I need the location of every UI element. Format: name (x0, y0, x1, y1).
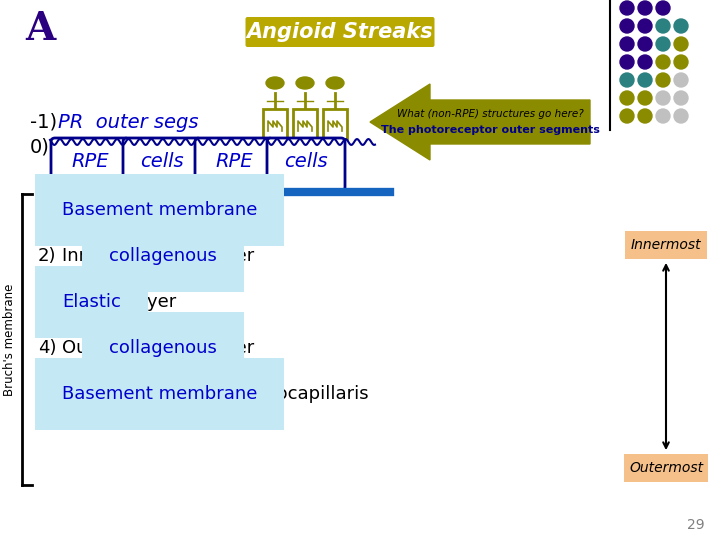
Circle shape (620, 91, 634, 105)
Circle shape (656, 91, 670, 105)
Ellipse shape (326, 77, 344, 89)
Polygon shape (370, 84, 590, 160)
FancyBboxPatch shape (51, 138, 129, 191)
Text: Inner: Inner (62, 247, 114, 265)
Text: RPE: RPE (71, 152, 109, 171)
Text: A: A (25, 10, 55, 48)
Text: 29: 29 (688, 518, 705, 532)
Circle shape (638, 109, 652, 123)
Circle shape (620, 37, 634, 51)
Text: cells: cells (140, 152, 184, 171)
Text: 3): 3) (38, 293, 56, 311)
Circle shape (656, 109, 670, 123)
Text: 1): 1) (38, 201, 56, 219)
Text: collagenous: collagenous (109, 247, 217, 265)
Circle shape (620, 55, 634, 69)
FancyBboxPatch shape (323, 109, 347, 139)
Circle shape (638, 91, 652, 105)
Text: Basement membrane: Basement membrane (62, 385, 257, 403)
Circle shape (674, 37, 688, 51)
Text: Bruch's membrane: Bruch's membrane (4, 284, 17, 396)
FancyBboxPatch shape (195, 138, 273, 191)
Circle shape (674, 55, 688, 69)
Circle shape (674, 109, 688, 123)
Circle shape (656, 1, 670, 15)
Circle shape (620, 109, 634, 123)
Circle shape (656, 73, 670, 87)
Circle shape (638, 19, 652, 33)
FancyBboxPatch shape (625, 231, 707, 259)
Text: RPE: RPE (215, 152, 253, 171)
FancyBboxPatch shape (624, 454, 708, 482)
Text: The photoreceptor outer segments: The photoreceptor outer segments (381, 125, 600, 135)
Circle shape (638, 1, 652, 15)
Circle shape (656, 37, 670, 51)
Circle shape (638, 55, 652, 69)
FancyBboxPatch shape (267, 138, 345, 191)
Circle shape (620, 19, 634, 33)
Circle shape (638, 73, 652, 87)
Text: layer: layer (202, 339, 254, 357)
Circle shape (620, 73, 634, 87)
Text: 5): 5) (38, 385, 56, 403)
FancyBboxPatch shape (123, 138, 201, 191)
FancyBboxPatch shape (293, 109, 317, 139)
Circle shape (674, 19, 688, 33)
Circle shape (656, 55, 670, 69)
Text: layer: layer (125, 293, 176, 311)
Text: Innermost: Innermost (631, 238, 701, 252)
Text: collagenous: collagenous (109, 339, 217, 357)
Text: 2): 2) (38, 247, 56, 265)
Text: Elastic: Elastic (62, 293, 121, 311)
Text: of RPE: of RPE (202, 201, 266, 219)
Text: -1): -1) (30, 112, 57, 132)
Circle shape (620, 1, 634, 15)
Text: 4): 4) (38, 339, 56, 357)
Circle shape (656, 19, 670, 33)
Text: of choriocapillaris: of choriocapillaris (202, 385, 368, 403)
Text: 0): 0) (30, 138, 50, 157)
Ellipse shape (266, 77, 284, 89)
Circle shape (638, 37, 652, 51)
FancyBboxPatch shape (246, 17, 434, 47)
Text: Angioid Streaks: Angioid Streaks (247, 22, 433, 42)
Circle shape (674, 73, 688, 87)
Text: cells: cells (284, 152, 328, 171)
Text: What (non-RPE) structures go here?: What (non-RPE) structures go here? (397, 109, 583, 119)
Text: Basement membrane: Basement membrane (62, 201, 257, 219)
Text: PR  outer segs: PR outer segs (58, 112, 199, 132)
Ellipse shape (296, 77, 314, 89)
Text: Outer: Outer (62, 339, 119, 357)
Text: layer: layer (202, 247, 254, 265)
Circle shape (674, 91, 688, 105)
FancyBboxPatch shape (263, 109, 287, 139)
Text: Outermost: Outermost (629, 461, 703, 475)
